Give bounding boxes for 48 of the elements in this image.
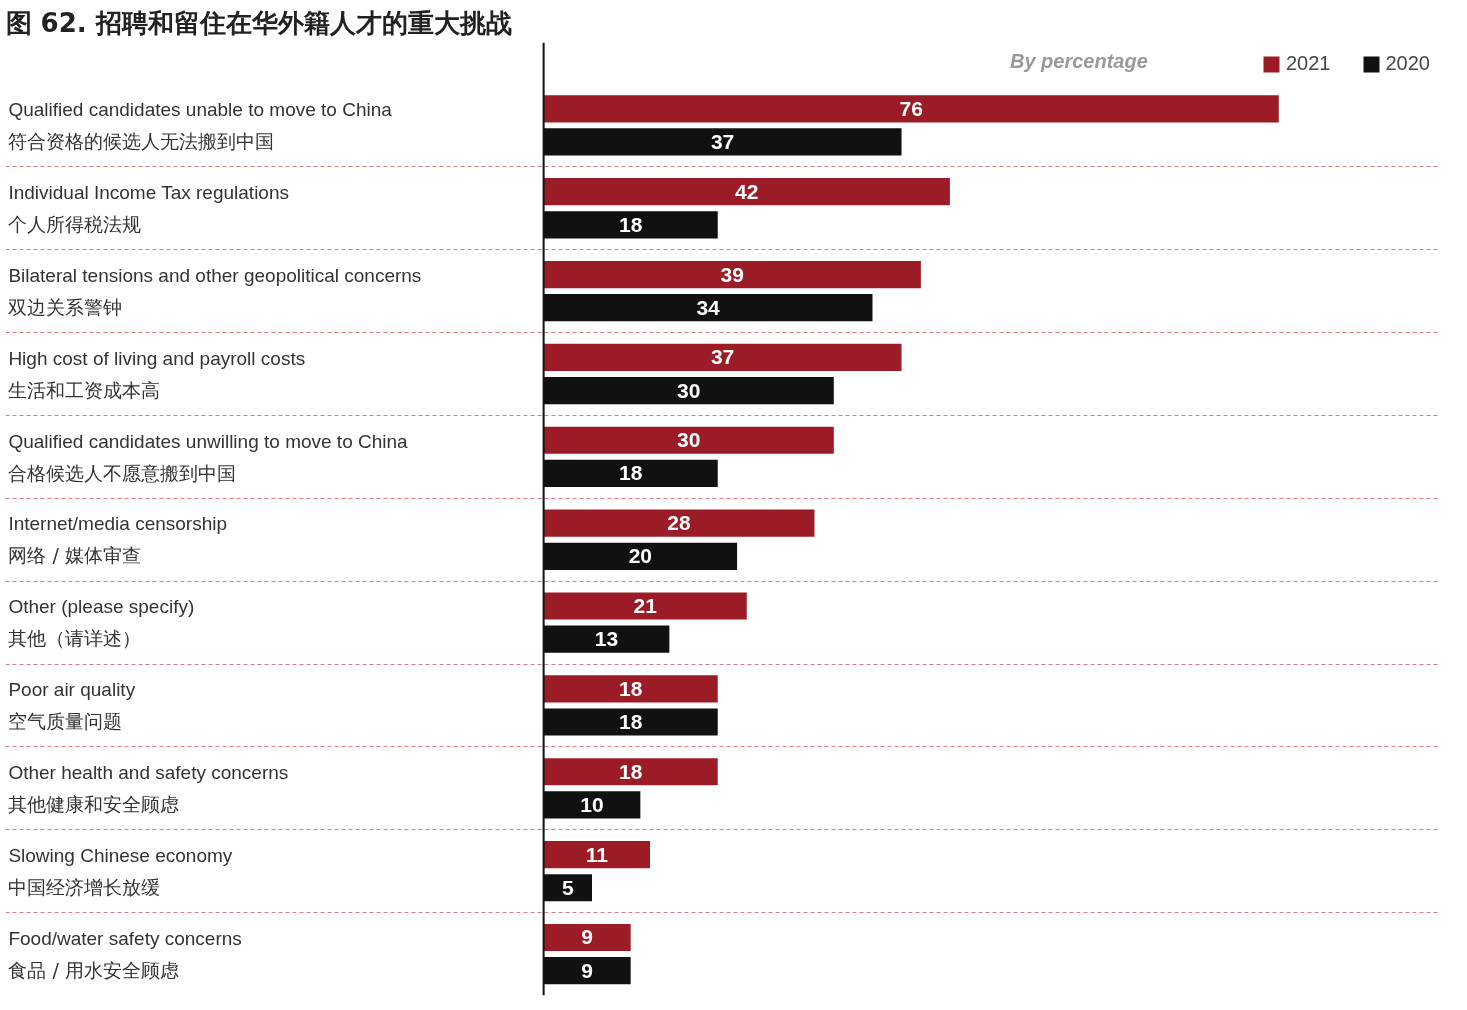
bar	[543, 343, 902, 371]
data-label: 5	[561, 875, 574, 899]
data-label: 20	[628, 544, 653, 568]
data-label: 18	[619, 212, 643, 236]
data-label: 28	[667, 511, 692, 535]
bar	[543, 592, 747, 620]
data-label: 37	[710, 129, 735, 153]
data-label: 13	[594, 627, 619, 651]
y-tick-label: Other health and safety concerns 其他健康和安全顾虑	[8, 762, 289, 816]
y-tick-label: Qualified candidates unable to move to China 符合资格的候选人无法搬到中国	[8, 99, 393, 153]
y-tick-label: Individual Income Tax regulations 个人所得税法规	[8, 181, 289, 235]
legend-label: 2021	[1286, 52, 1331, 75]
bar	[543, 178, 950, 206]
bar	[543, 841, 651, 869]
y-tick-label: Bilateral tensions and other geopolitical concerns 双边关系警钟	[8, 264, 422, 318]
data-label: 34	[696, 295, 721, 319]
legend-label: 2020	[1385, 52, 1430, 75]
data-label: 10	[580, 792, 604, 816]
data-label: 18	[619, 676, 643, 700]
y-tick-label: High cost of living and payroll costs 生活和工资成本高	[8, 347, 306, 401]
y-tick-label: Qualified candidates unwilling to move to China 合格候选人不愿意搬到中国	[8, 430, 409, 484]
data-label: 37	[710, 345, 735, 369]
data-label: 30	[677, 428, 701, 452]
data-label: 18	[619, 759, 643, 783]
data-label: 11	[585, 842, 609, 866]
bar	[543, 260, 921, 289]
bar	[543, 758, 718, 786]
bar	[543, 675, 718, 703]
bar	[543, 923, 631, 952]
y-tick-label: Food/water safety concerns 食品 / 用水安全顾虑	[8, 927, 242, 981]
chart-subtitle: By percentage	[1010, 49, 1148, 72]
text: 图 62. 招聘和留住在华外籍人才的重大挑战	[5, 7, 512, 38]
y-tick-label: Internet/media censorship 网络 / 媒体审查	[8, 513, 228, 567]
y-tick-label: Slowing Chinese economy 中国经济增长放缓	[8, 844, 233, 898]
data-label: 9	[581, 925, 593, 949]
bar	[543, 426, 834, 454]
data-label: 18	[619, 461, 643, 485]
data-label: 30	[677, 378, 701, 402]
data-label: 21	[633, 594, 658, 618]
bar	[543, 509, 815, 537]
data-label: 9	[581, 958, 593, 982]
y-tick-label: Other (please specify) 其他（请详述）	[8, 596, 195, 650]
data-label: 42	[735, 179, 759, 203]
data-label: 76	[899, 96, 923, 120]
y-tick-label: Poor air quality 空气质量问题	[8, 679, 136, 733]
bar	[543, 95, 1279, 123]
data-label: 39	[720, 262, 744, 286]
data-label: 18	[619, 710, 643, 734]
